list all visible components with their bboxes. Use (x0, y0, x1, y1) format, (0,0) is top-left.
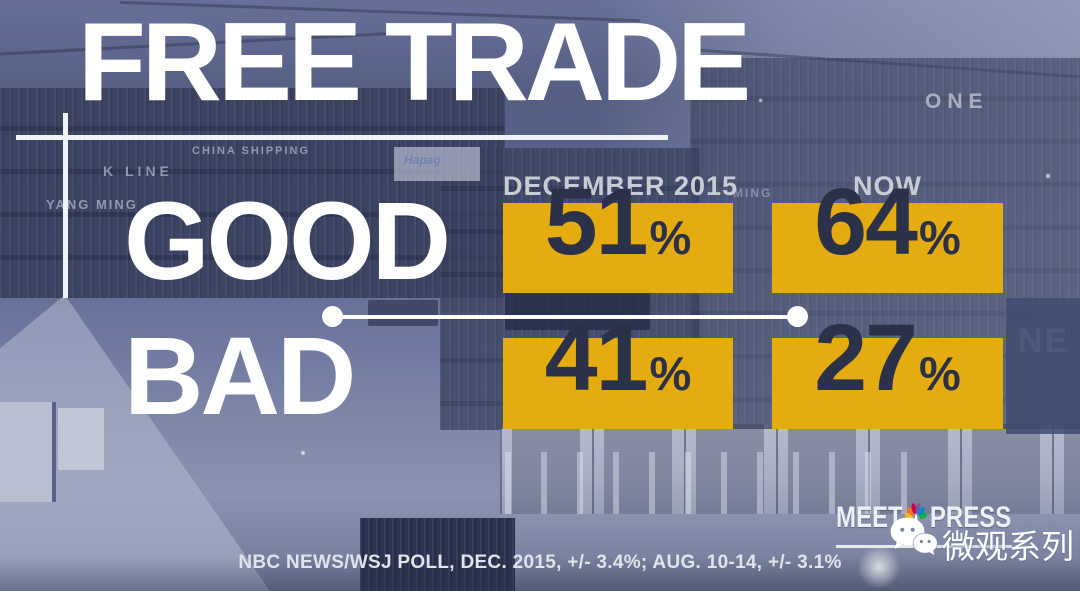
value-bad-december: 41 (544, 305, 649, 411)
bg-light-posts (505, 452, 915, 516)
bg-dark-container (360, 518, 515, 591)
bg-label-hapag: Hapag (404, 153, 441, 167)
source-attribution: NBC NEWS/WSJ POLL, DEC. 2015, +/- 3.4%; … (238, 552, 842, 573)
row-divider-line (332, 315, 798, 319)
column-header-december-2015: DECEMBER 2015 (503, 171, 739, 201)
bg-truck (368, 300, 438, 326)
bg-container-stack-left (0, 88, 505, 298)
wechat-icon (888, 514, 940, 567)
bg-glow-spot (857, 545, 901, 589)
percent-sign: % (649, 211, 692, 264)
bg-label-yang-ming: YANG MING (46, 197, 138, 212)
bg-container-light (394, 147, 480, 181)
divider-dot-left (322, 306, 343, 327)
page-title: FREE TRADE (78, 0, 751, 124)
row-label-bad: BAD (124, 315, 356, 438)
percent-sign: % (918, 211, 961, 264)
bg-sparkle (1045, 173, 1051, 179)
divider-dot-right (787, 306, 808, 327)
column-header-now: NOW (853, 171, 922, 201)
bg-sparkle (300, 450, 306, 456)
value-cell-good-now: 64% (772, 175, 1003, 293)
bg-road (500, 514, 1080, 591)
value-good-december: 51 (544, 169, 649, 275)
bg-sparkle (758, 98, 763, 103)
value-cell-bad-now: 27% (772, 311, 1003, 429)
value-bad-now: 27 (814, 305, 918, 411)
title-underline (16, 135, 668, 140)
value-cell-good-december: 51% (503, 175, 733, 293)
bg-truck (505, 292, 650, 330)
percent-sign: % (918, 347, 961, 400)
bg-label-one: ONE (925, 90, 989, 113)
bg-white-container (0, 402, 56, 502)
percent-sign: % (649, 347, 692, 400)
logo-press-text: PRESS (929, 501, 1012, 534)
bg-white-container (58, 408, 104, 470)
bg-label-k-line: K LINE (103, 163, 173, 179)
row-label-good: GOOD (124, 180, 451, 303)
watermark-text: 微观系列 (942, 527, 1074, 566)
value-cell-bad-december: 41% (503, 311, 733, 429)
bg-dark-container (1006, 298, 1080, 434)
crosshair-vertical-line (63, 113, 68, 298)
bg-label-china-shipping: CHINA SHIPPING (192, 145, 311, 157)
value-good-now: 64 (814, 169, 918, 275)
bg-label-ming: MING (733, 186, 773, 200)
